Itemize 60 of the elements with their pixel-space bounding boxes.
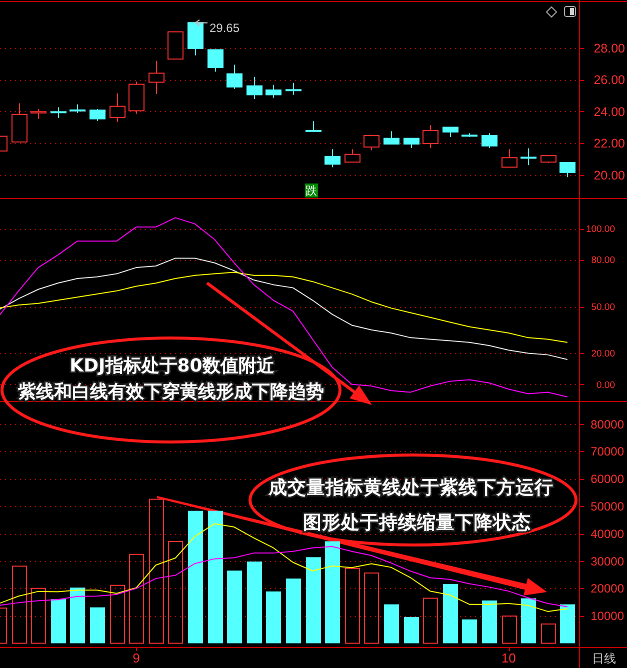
annotation: 图形处于持续缩量下降状态 (303, 512, 531, 534)
text: 日线 (592, 651, 616, 666)
bar (306, 557, 321, 644)
y-tick-label: 24.00 (594, 104, 626, 119)
bar (266, 591, 281, 644)
annotation: 成交量指标黄线处于紫线下方运行 (268, 476, 554, 499)
y-tick-label: 0.00 (596, 380, 615, 391)
y-tick-label: 30000 (590, 554, 624, 568)
y-tick-label: 70000 (590, 444, 624, 459)
bar (247, 562, 262, 644)
y-tick-label: 50000 (590, 500, 624, 514)
bar (325, 541, 340, 644)
bar (560, 604, 575, 644)
y-tick-label: 80000 (590, 417, 624, 432)
y-tick-label: 20.00 (594, 168, 626, 182)
y-tick-label: 60000 (590, 472, 624, 486)
bar (110, 584, 125, 644)
annotation: KDJ指标处于80数值附近 (70, 355, 276, 376)
line-series (0, 546, 568, 608)
annotation: 29.65 (210, 20, 240, 35)
bar (364, 572, 379, 644)
bar (188, 510, 203, 644)
x-tick-label: 9 (132, 650, 140, 666)
y-tick-label: 20.00 (591, 348, 615, 360)
annotation: 紫线和白线有效下穿黄线形成下降趋势 (17, 381, 324, 402)
candlestick (246, 76, 262, 100)
bar (286, 578, 301, 644)
bar (31, 588, 46, 644)
line-series (0, 272, 568, 343)
bar (443, 584, 458, 644)
y-tick-label: 40000 (590, 526, 624, 541)
bar (227, 570, 242, 644)
bar (90, 607, 105, 644)
bar (482, 600, 497, 644)
y-tick-label: 10000 (590, 609, 624, 624)
bar (51, 599, 66, 644)
candlestick (266, 84, 282, 98)
bar (208, 510, 223, 644)
candlestick (148, 60, 164, 94)
bar (345, 568, 360, 644)
bar (404, 616, 419, 644)
bar (168, 541, 183, 644)
y-tick-label: 50.00 (591, 302, 615, 313)
y-tick-label: 100.00 (586, 224, 615, 236)
y-tick-label: 22.00 (594, 136, 626, 151)
y-tick-label: 28.00 (594, 41, 626, 56)
y-tick-label: 80.00 (591, 255, 615, 266)
bar (70, 588, 85, 644)
bar (541, 624, 556, 644)
x-tick-label: 10 (501, 650, 516, 666)
bar (502, 616, 517, 644)
bar (384, 604, 399, 644)
bar (149, 498, 164, 644)
y-tick-label: 26.00 (594, 73, 626, 88)
bar (12, 566, 27, 644)
bar (423, 598, 438, 644)
bar (521, 598, 536, 644)
bar (129, 554, 144, 644)
y-tick-label: 20000 (590, 582, 624, 596)
bar (462, 619, 477, 644)
